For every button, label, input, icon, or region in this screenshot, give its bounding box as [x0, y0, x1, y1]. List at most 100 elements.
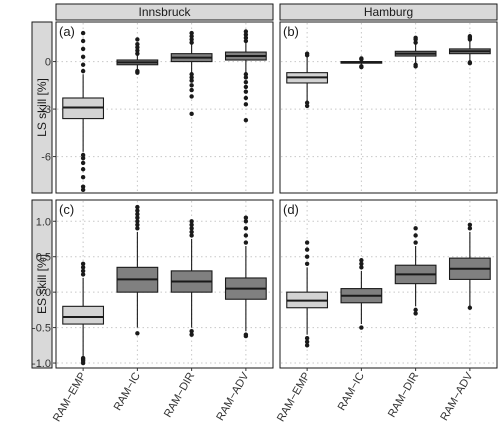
outlier-point — [359, 56, 364, 61]
outlier-point — [80, 38, 86, 44]
outlier-point — [135, 331, 140, 336]
outlier-point — [304, 103, 310, 109]
outlier-point — [243, 233, 249, 238]
outlier-point — [243, 32, 249, 37]
outlier-point — [189, 40, 194, 45]
outlier-point — [189, 37, 194, 42]
panel-tag: (b) — [283, 24, 299, 39]
outlier-point — [135, 215, 140, 220]
y-tick-label: 0.0 — [36, 287, 51, 299]
outlier-point — [304, 51, 310, 56]
outlier-point — [80, 155, 86, 161]
outlier-point — [304, 261, 310, 266]
outlier-point — [243, 95, 249, 101]
outlier-point — [135, 222, 140, 228]
outlier-point — [304, 254, 310, 259]
outlier-point — [189, 332, 194, 337]
outlier-point — [80, 167, 86, 172]
column-strip-label: Hamburg — [364, 5, 413, 19]
outlier-point — [80, 30, 86, 36]
outlier-point — [243, 79, 249, 85]
x-tick-label: RAM−IC — [112, 370, 143, 412]
outlier-point — [80, 261, 86, 266]
outlier-point — [467, 222, 473, 228]
outlier-point — [189, 328, 194, 334]
outlier-point — [304, 339, 310, 344]
outlier-point — [413, 240, 418, 245]
panel-tag: (a) — [59, 24, 75, 39]
y-tick-label: -3 — [41, 104, 51, 116]
x-tick-label: RAM−DIR — [386, 370, 421, 419]
panel-tag: (c) — [59, 202, 74, 217]
y-tick-label: 0 — [45, 57, 51, 69]
outlier-point — [80, 360, 86, 366]
outlier-point — [189, 219, 194, 224]
outlier-point — [359, 325, 364, 330]
outlier-point — [135, 37, 140, 42]
column-strip-1 — [279, 3, 498, 21]
outlier-point — [413, 64, 418, 69]
outlier-point — [467, 60, 473, 66]
x-tick-label: RAM−IC — [336, 370, 367, 412]
outlier-point — [413, 35, 418, 41]
outlier-point — [413, 307, 418, 313]
outlier-point — [189, 111, 194, 117]
outlier-point — [189, 75, 194, 80]
outlier-point — [80, 184, 86, 189]
outlier-point — [80, 174, 86, 180]
y-axis-title: LS skill [%] — [35, 78, 49, 137]
outlier-point — [359, 261, 364, 266]
outlier-point — [189, 72, 194, 77]
outlier-point — [413, 233, 418, 238]
x-tick-label: RAM−DIR — [162, 370, 197, 419]
outlier-point — [135, 51, 140, 56]
outlier-point — [243, 72, 249, 77]
column-strip-0 — [55, 3, 274, 21]
outlier-point — [243, 117, 249, 123]
outlier-point — [189, 222, 194, 228]
outlier-point — [189, 226, 194, 231]
outlier-point — [189, 34, 194, 39]
outlier-point — [243, 35, 249, 41]
outlier-point — [189, 30, 194, 36]
outlier-point — [413, 311, 418, 316]
y-tick-label: -1.0 — [32, 358, 51, 370]
outlier-point — [80, 272, 86, 277]
outlier-point — [80, 62, 86, 67]
outlier-point — [80, 265, 86, 270]
y-axis-title: ES skill [%] — [35, 254, 49, 314]
outlier-point — [243, 102, 249, 107]
outlier-point — [189, 87, 194, 93]
outlier-point — [189, 229, 194, 235]
outlier-point — [189, 233, 194, 238]
row-strip-1 — [31, 199, 53, 369]
outlier-point — [189, 83, 194, 88]
outlier-point — [80, 160, 86, 166]
outlier-point — [135, 45, 140, 50]
outlier-point — [135, 41, 140, 47]
outlier-point — [243, 29, 249, 34]
x-tick-label: RAM−ADV — [214, 370, 251, 423]
outlier-point — [80, 268, 86, 274]
outlier-point — [413, 40, 418, 45]
outlier-point — [467, 226, 473, 231]
outlier-point — [135, 226, 140, 231]
outlier-point — [467, 34, 473, 39]
outlier-point — [80, 187, 86, 193]
x-tick-label: RAM−EMP — [51, 371, 89, 424]
outlier-point — [243, 89, 249, 94]
outlier-point — [135, 204, 140, 210]
outlier-point — [189, 94, 194, 99]
y-tick-label: -6 — [41, 152, 51, 164]
box-iqr — [62, 305, 105, 325]
outlier-point — [243, 333, 249, 339]
y-tick-label: 1.0 — [36, 216, 51, 228]
y-tick-label: -0.5 — [32, 323, 51, 335]
column-strip-label: Innsbruck — [138, 5, 191, 19]
outlier-point — [80, 54, 86, 60]
outlier-point — [135, 48, 140, 53]
outlier-point — [304, 343, 310, 348]
outlier-point — [304, 336, 310, 341]
panel-1-1 — [279, 199, 498, 369]
row-strip-0 — [31, 21, 53, 194]
